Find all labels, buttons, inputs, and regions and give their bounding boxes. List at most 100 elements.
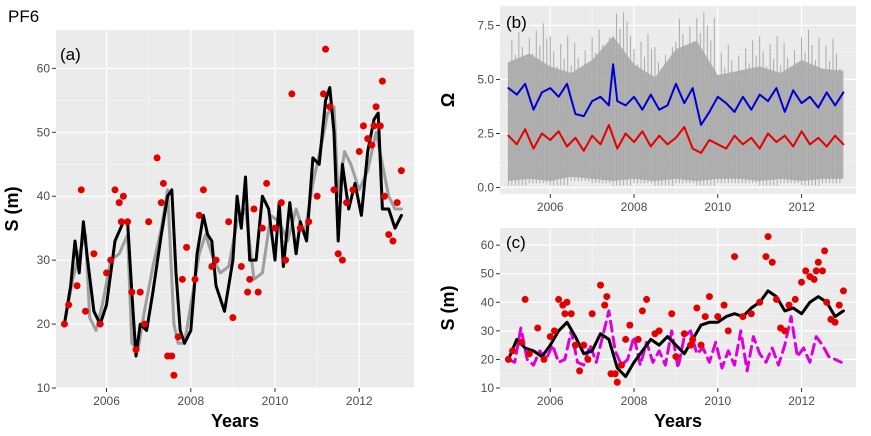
data-point [638, 307, 646, 315]
data-point [731, 253, 739, 261]
data-point [576, 367, 584, 375]
data-point [124, 218, 132, 226]
data-point [626, 321, 634, 329]
data-point [597, 281, 605, 289]
y-tick-label: 20 [37, 317, 51, 331]
data-point [326, 103, 334, 111]
data-point [246, 275, 254, 283]
panel-c-label: (c) [506, 233, 526, 252]
data-point [810, 275, 818, 283]
panel-a-series [60, 45, 405, 379]
data-point [334, 250, 342, 258]
data-point [77, 186, 85, 194]
data-point [839, 287, 847, 295]
data-point [355, 147, 363, 155]
y-tick-label: 20 [481, 352, 495, 366]
data-point [603, 293, 611, 301]
y-tick-label: 60 [481, 238, 495, 252]
data-point [250, 205, 258, 213]
data-point [584, 355, 592, 363]
data-point [697, 341, 705, 349]
panel-c-series [504, 233, 847, 386]
data-point [689, 335, 697, 343]
data-point [117, 218, 125, 226]
data-point [550, 327, 558, 335]
data-point [821, 247, 829, 255]
data-point [693, 304, 701, 312]
x-tick-label: 2006 [537, 200, 564, 214]
data-point [680, 330, 688, 338]
data-point [588, 310, 596, 318]
data-point [60, 320, 68, 328]
figure-title: PF6 [8, 7, 39, 26]
data-point [81, 307, 89, 315]
data-point [359, 122, 367, 130]
y-tick-label: 10 [37, 381, 51, 395]
data-point [521, 295, 529, 303]
data-point [622, 335, 630, 343]
data-point [159, 179, 167, 187]
y-tick-label: 7.5 [477, 18, 494, 32]
data-point [540, 355, 548, 363]
data-point [701, 313, 709, 321]
data-point [613, 378, 621, 386]
data-point [103, 269, 111, 277]
data-point [724, 327, 732, 335]
data-point [229, 314, 237, 322]
y-tick-label: 5.0 [477, 72, 494, 86]
data-point [322, 45, 330, 53]
y-tick-label: 0.0 [477, 181, 494, 195]
data-point [802, 267, 810, 275]
data-point [195, 211, 203, 219]
series-points [504, 233, 847, 386]
data-point [393, 199, 401, 207]
panel-c-x-axis-label: Years [654, 411, 702, 431]
data-point [571, 341, 579, 349]
data-point [739, 313, 747, 321]
data-point [212, 256, 220, 264]
panel-c-y-ticks: 10 20 30 40 50 60 [481, 238, 500, 395]
data-point [705, 293, 713, 301]
data-point [330, 186, 338, 194]
data-point [208, 263, 216, 271]
y-tick-label: 50 [37, 125, 51, 139]
panel-a-y-axis-label: S (m) [2, 186, 22, 231]
data-point [305, 218, 313, 226]
data-point [798, 278, 806, 286]
data-point [563, 298, 571, 306]
data-point [812, 267, 820, 275]
data-point [140, 320, 148, 328]
y-tick-label: 40 [481, 295, 495, 309]
data-point [772, 295, 780, 303]
data-point [611, 370, 619, 378]
data-point [504, 355, 512, 363]
panel-a-x-ticks: 2006 2008 2010 2012 [93, 388, 373, 408]
data-point [296, 224, 304, 232]
data-point [768, 258, 776, 266]
data-point [567, 310, 575, 318]
data-point [643, 295, 651, 303]
panel-b: 2006 2008 2010 2012 0.0 2.5 5.0 7.5 (b) Ω [438, 6, 856, 214]
panel-b-x-ticks: 2006 2008 2010 2012 [537, 194, 815, 214]
data-point [397, 167, 405, 175]
data-point [720, 301, 728, 309]
panel-a-x-axis-label: Years [211, 411, 259, 431]
data-point [655, 327, 663, 335]
data-point [546, 333, 554, 341]
data-point [119, 192, 127, 200]
data-point [672, 353, 680, 361]
data-point [525, 350, 533, 358]
panel-b-label: (b) [506, 13, 527, 32]
y-tick-label: 30 [481, 324, 495, 338]
data-point [617, 361, 625, 369]
data-point [157, 199, 165, 207]
panel-c-x-ticks: 2006 2008 2010 2012 [537, 388, 815, 408]
data-point [282, 256, 290, 264]
data-point [818, 267, 826, 275]
data-point [368, 141, 376, 149]
y-tick-label: 50 [481, 267, 495, 281]
data-point [687, 341, 695, 349]
